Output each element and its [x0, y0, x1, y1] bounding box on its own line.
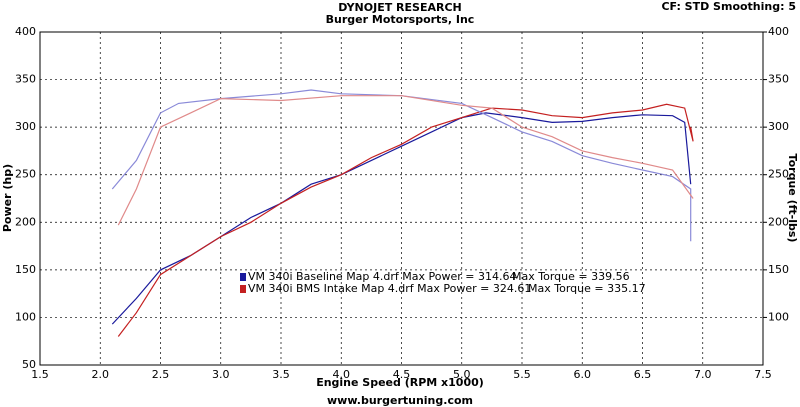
y2-tick-label: 100	[768, 310, 789, 323]
y-axis-label: Power (hp)	[1, 164, 14, 232]
x-tick-label: 2.0	[92, 368, 110, 381]
y2-tick-label: 250	[768, 168, 789, 181]
x-tick-label: 4.5	[393, 368, 411, 381]
y-tick-label: 50	[22, 358, 36, 371]
y-tick-label: 100	[15, 310, 36, 323]
legend-torque: Max Torque = 339.56	[512, 270, 630, 283]
legend-torque: Max Torque = 335.17	[528, 282, 646, 295]
y2-tick-label: 150	[768, 263, 789, 276]
x-axis-label: Engine Speed (RPM x1000)	[316, 376, 484, 389]
y-tick-label: 200	[15, 215, 36, 228]
series-line	[117, 95, 694, 226]
y2-tick-label: 300	[768, 120, 789, 133]
y-tick-label: 250	[15, 168, 36, 181]
y-tick-label: 350	[15, 73, 36, 86]
chart-title: DYNOJET RESEARCH	[338, 1, 461, 14]
legend-text: VM 340i BMS Intake Map 4.drf Max Power =…	[248, 282, 531, 295]
x-tick-label: 2.5	[152, 368, 170, 381]
x-tick-label: 7.0	[694, 368, 712, 381]
x-tick-label: 3.0	[212, 368, 230, 381]
y2-axis-label: Torque (ft-lbs)	[786, 154, 799, 243]
y-tick-label: 300	[15, 120, 36, 133]
series-line	[117, 103, 694, 337]
legend-swatch	[240, 273, 246, 281]
y2-tick-label: 400	[768, 25, 789, 38]
chart-subtitle: Burger Motorsports, Inc	[326, 13, 475, 26]
x-tick-label: 1.5	[31, 368, 49, 381]
x-tick-label: 3.5	[272, 368, 290, 381]
series-line	[111, 89, 692, 242]
x-tick-label: 6.0	[574, 368, 592, 381]
legend-text: VM 340i Baseline Map 4.drf Max Power = 3…	[248, 270, 516, 283]
plot-border	[39, 31, 764, 366]
x-tick-label: 6.5	[634, 368, 652, 381]
legend-swatch	[240, 285, 246, 293]
y2-tick-label: 350	[768, 73, 789, 86]
footer: www.burgertuning.com	[327, 394, 473, 407]
y-tick-label: 400	[15, 25, 36, 38]
y-tick-label: 150	[15, 263, 36, 276]
x-tick-label: 4.0	[333, 368, 351, 381]
y2-tick-label: 200	[768, 215, 789, 228]
x-tick-label: 5.5	[513, 368, 531, 381]
settings-label: CF: STD Smoothing: 5	[661, 0, 796, 13]
x-tick-label: 7.5	[754, 368, 772, 381]
x-tick-label: 5.0	[453, 368, 471, 381]
